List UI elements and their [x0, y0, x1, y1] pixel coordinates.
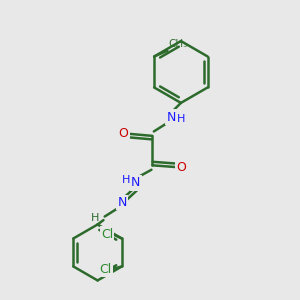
- Text: Cl: Cl: [100, 263, 112, 276]
- Text: O: O: [118, 127, 128, 140]
- Text: CH₃: CH₃: [169, 39, 188, 49]
- Text: H: H: [176, 114, 185, 124]
- Text: N: N: [131, 176, 141, 190]
- Text: Cl: Cl: [101, 228, 113, 241]
- Text: N: N: [117, 196, 127, 209]
- Text: H: H: [91, 213, 99, 223]
- Text: O: O: [176, 160, 186, 174]
- Text: H: H: [122, 175, 130, 185]
- Text: N: N: [167, 110, 176, 124]
